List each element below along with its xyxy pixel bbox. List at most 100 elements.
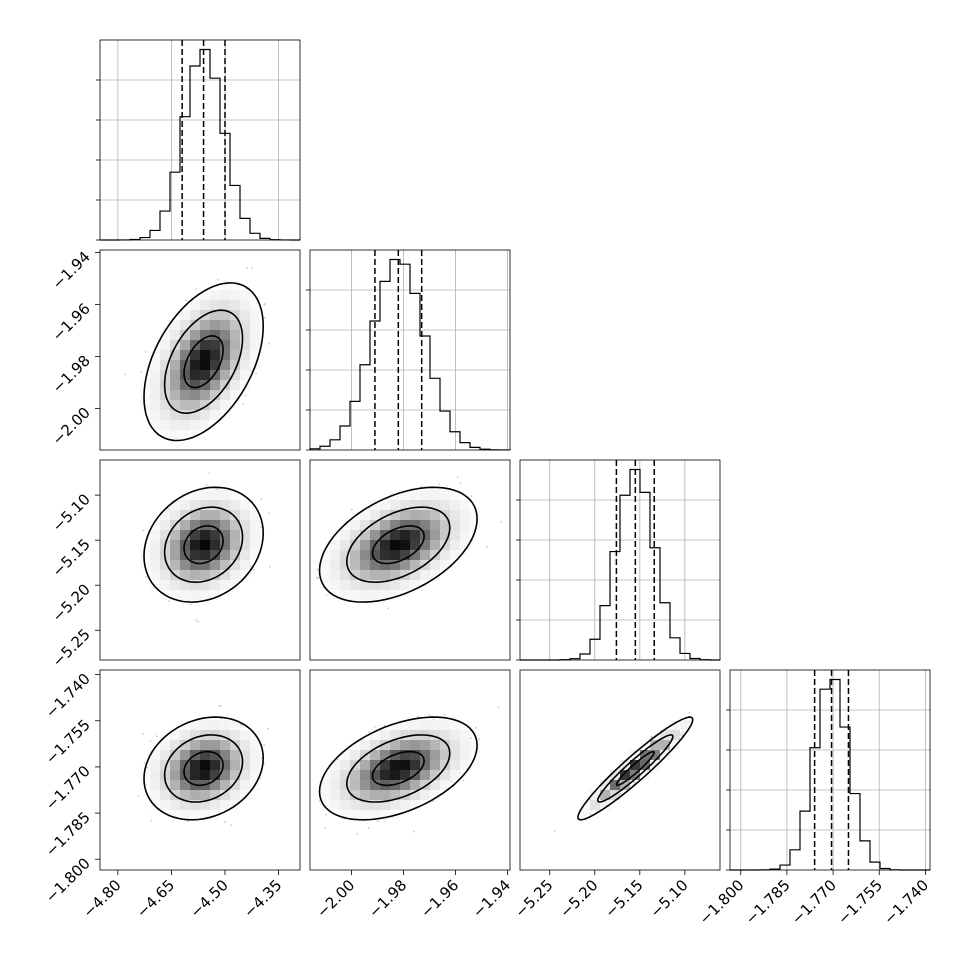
density-cell (160, 800, 170, 810)
density-cell (350, 590, 360, 600)
density-cell (190, 420, 200, 430)
density-cell (330, 770, 340, 780)
density-cell (380, 550, 390, 560)
density-cell (430, 500, 440, 510)
density-cell (400, 560, 410, 570)
scatter-point (478, 738, 480, 740)
density-cell (430, 750, 440, 760)
density-cell (200, 500, 210, 510)
density-cell (380, 730, 390, 740)
scatter-point (184, 299, 187, 302)
density-cell (210, 520, 220, 530)
density-cell (440, 520, 450, 530)
density-cell (190, 350, 200, 360)
density-cell (340, 590, 350, 600)
scatter-point (373, 726, 376, 728)
density-cell (390, 560, 400, 570)
density-cell (210, 320, 220, 330)
density-cell (200, 560, 210, 570)
density-cell (470, 520, 480, 530)
scatter-point (263, 744, 265, 746)
density-cell (400, 580, 410, 590)
density-cell (190, 320, 200, 330)
scatter-point (486, 545, 488, 548)
density-cell (150, 350, 160, 360)
density-cell (220, 400, 230, 410)
density-cell (170, 780, 180, 790)
density-cell (170, 550, 180, 560)
density-cell (230, 770, 240, 780)
density-cell (410, 540, 420, 550)
density-cell (230, 530, 240, 540)
density-cell (460, 750, 470, 760)
density-cell (440, 540, 450, 550)
density-cell (220, 490, 230, 500)
density-cell (330, 760, 340, 770)
density-cell (420, 740, 430, 750)
density-cell (190, 800, 200, 810)
density-cell (180, 320, 190, 330)
density-cell (250, 540, 260, 550)
density-cell (390, 520, 400, 530)
scatter-point (260, 757, 263, 759)
density-cell (220, 750, 230, 760)
density-cell (220, 310, 230, 320)
density-cell (170, 810, 180, 820)
density-cell (170, 380, 180, 390)
density-cell (450, 510, 460, 520)
panel-frame (99, 39, 301, 241)
density-cell (190, 410, 200, 420)
density-cell (420, 770, 430, 780)
density-cell (170, 320, 180, 330)
scatter-point (367, 827, 370, 829)
density-cell (200, 540, 210, 550)
density-cell (430, 570, 440, 580)
density-cell (220, 500, 230, 510)
density-cell (370, 520, 380, 530)
density-cell (360, 740, 370, 750)
contour-level-1 (183, 525, 224, 565)
density-cell (180, 740, 190, 750)
density-cell (340, 760, 350, 770)
scatter-panel-3-1 (309, 669, 511, 871)
density-cell (150, 760, 160, 770)
scatter-point (456, 476, 459, 479)
density-cell (360, 540, 370, 550)
density-cell (200, 750, 210, 760)
density-cell (190, 570, 200, 580)
density-cell (410, 550, 420, 560)
density-cell (190, 360, 200, 370)
contour-level-2 (345, 506, 451, 584)
density-cell (240, 740, 250, 750)
density-cell (200, 360, 210, 370)
density-cell (150, 400, 160, 410)
density-cell (220, 360, 230, 370)
scatter-point (145, 576, 148, 578)
density-cell (150, 410, 160, 420)
density-cell (190, 560, 200, 570)
density-cell (230, 490, 240, 500)
scatter-point (470, 495, 473, 497)
density-cell (430, 520, 440, 530)
scatter-point (263, 316, 266, 319)
density-cell (230, 500, 240, 510)
density-cell (360, 570, 370, 580)
density-cell (170, 580, 180, 590)
density-cell (240, 530, 250, 540)
density-cell (330, 790, 340, 800)
density-cell (330, 550, 340, 560)
density-cell (220, 800, 230, 810)
density-cell (160, 350, 170, 360)
density-cell (360, 780, 370, 790)
density-cell (240, 540, 250, 550)
density-cell (250, 310, 260, 320)
density-cell (180, 350, 190, 360)
density-cell (150, 370, 160, 380)
scatter-point (218, 487, 220, 490)
density-cell (240, 320, 250, 330)
density-cell (160, 740, 170, 750)
density-cell (350, 550, 360, 560)
scatter-panel-3-2 (519, 669, 721, 871)
density-cell (150, 750, 160, 760)
density-cell (160, 340, 170, 350)
